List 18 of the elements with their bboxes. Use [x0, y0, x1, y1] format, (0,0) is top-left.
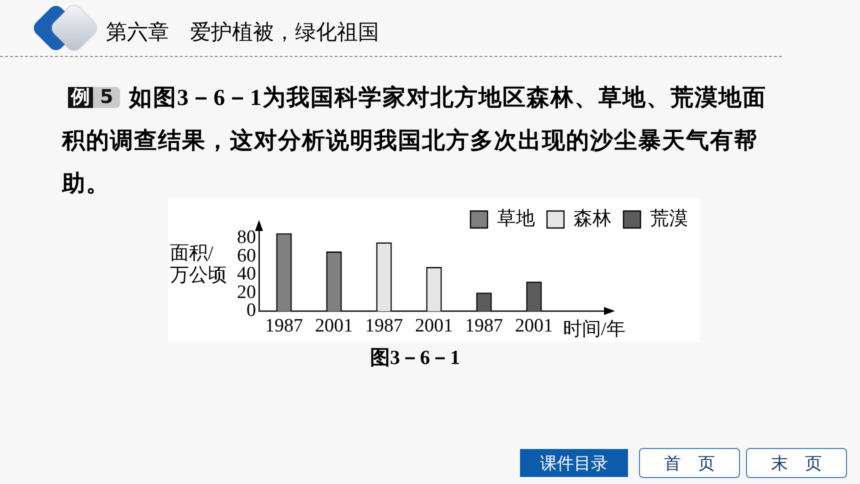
- x-tick-label: 2001: [515, 316, 553, 337]
- chart-title: 第六章 爱护植被，绿化祖国: [106, 19, 379, 45]
- y-tick-label: 0: [246, 300, 256, 322]
- y-axis-title: 面积/万公顷: [170, 243, 228, 287]
- x-tick-label: 2001: [315, 316, 353, 337]
- x-tick-label: 1987: [465, 316, 503, 337]
- caption: 图3－6－1: [370, 346, 460, 370]
- legend-label: 草地: [497, 208, 535, 230]
- button: 首 页: [639, 448, 740, 478]
- x-tick-label: 2001: [415, 316, 453, 337]
- legend-label: 荒漠: [650, 208, 688, 230]
- button: 末 页: [746, 448, 847, 478]
- x-axis-title: 时间/年: [563, 319, 626, 341]
- button: 课件目录: [520, 449, 628, 477]
- x-tick-label: 1987: [365, 316, 403, 337]
- chart-subtitle: 例 5 如图3－6－1为我国科学家对北方地区森林、草地、荒漠地面积的调查结果，这对分析说明我国北方多次出现的沙尘暴天气有帮助。: [62, 85, 766, 196]
- x-tick-label: 1987: [265, 316, 303, 337]
- legend-label: 森林: [574, 208, 612, 230]
